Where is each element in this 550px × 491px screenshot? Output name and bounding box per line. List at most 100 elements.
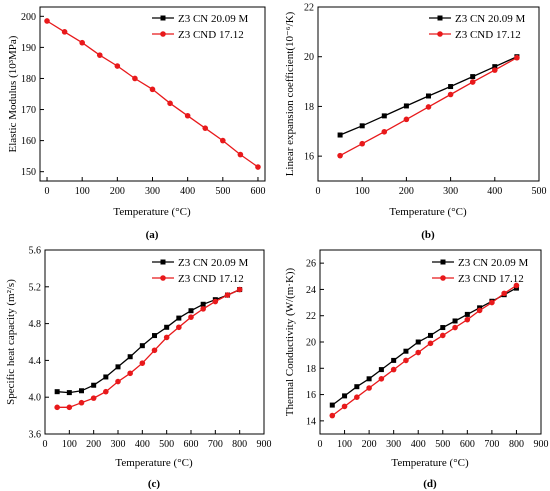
series-line-2 (332, 286, 516, 416)
data-point-circle (54, 405, 60, 411)
data-point-circle (465, 317, 471, 323)
data-point-circle (103, 389, 109, 395)
legend-marker-square (438, 16, 443, 21)
legend-label: Z3 CN 20.09 M (458, 257, 529, 269)
y-tick-label: 4.0 (29, 393, 42, 404)
legend-marker-square (161, 16, 166, 21)
y-tick-label: 3.6 (29, 430, 42, 441)
legend-label: Z3 CN 20.09 M (455, 13, 526, 25)
data-point-square (354, 384, 359, 389)
x-axis-label: Temperature (°C) (113, 206, 191, 218)
data-point-square (470, 74, 475, 79)
panel-a: 0 100 200 300 400 500 600 150 160 170 180 190 200 Z3… (7, 7, 265, 241)
data-point-circle (176, 324, 182, 330)
series-line-2 (47, 21, 258, 167)
legend-marker-square (441, 260, 446, 265)
data-point-circle (220, 138, 226, 144)
data-point-circle (337, 153, 343, 159)
legend-marker-circle (160, 275, 166, 281)
data-point-circle (152, 347, 158, 353)
data-point-square (382, 113, 387, 118)
data-point-square (453, 318, 458, 323)
x-tick-label: 600 (460, 439, 475, 450)
data-point-circle (404, 117, 410, 123)
data-point-circle (115, 379, 121, 385)
data-point-circle (44, 18, 50, 24)
x-tick-label: 700 (484, 439, 499, 450)
x-tick-label: 200 (86, 439, 101, 450)
x-tick-label: 300 (443, 186, 458, 197)
y-tick-label: 16 (306, 390, 316, 401)
y-tick-label: 190 (21, 43, 36, 54)
panel-label: (a) (146, 229, 159, 241)
panel-label: (d) (423, 478, 437, 490)
y-tick-label: 18 (304, 102, 314, 113)
x-tick-label: 900 (257, 439, 272, 450)
legend-label: Z3 CN 20.09 M (178, 13, 249, 25)
data-point-square (152, 333, 157, 338)
data-point-square (55, 389, 60, 394)
x-tick-label: 600 (184, 439, 199, 450)
panel-d: 0 100 200 300 400 500 600 700 800 900141618202224… (284, 250, 549, 490)
data-point-circle (188, 314, 194, 320)
data-point-square (91, 383, 96, 388)
x-tick-label: 100 (62, 439, 77, 450)
data-point-circle (115, 63, 121, 69)
data-point-circle (448, 92, 454, 98)
data-point-square (428, 333, 433, 338)
y-tick-label: 26 (306, 259, 316, 270)
y-tick-label: 5.6 (29, 246, 42, 257)
panel-b: 0 100 200 300 400 50016182022 Z3 CN 20.09 M Z… (284, 3, 547, 242)
data-point-square (403, 349, 408, 354)
x-tick-label: 800 (509, 439, 524, 450)
y-tick-label: 170 (21, 105, 36, 116)
data-point-circle (238, 152, 244, 158)
y-axis-label: Linear expansion coefficient(10⁻⁶/K) (284, 11, 296, 176)
x-tick-label: 800 (232, 439, 247, 450)
data-point-circle (91, 395, 97, 401)
data-point-square (189, 308, 194, 313)
data-point-square (128, 354, 133, 359)
data-point-circle (329, 413, 335, 419)
legend: Z3 CN 20.09 M Z3 CND 17.12 (152, 13, 249, 41)
data-point-circle (415, 350, 421, 356)
legend-label: Z3 CND 17.12 (178, 273, 244, 285)
x-tick-label: 500 (532, 186, 547, 197)
data-point-circle (391, 367, 397, 373)
data-point-circle (62, 29, 68, 35)
x-axis-label: Temperature (°C) (389, 206, 467, 218)
y-tick-label: 22 (304, 3, 314, 14)
data-point-circle (202, 125, 208, 131)
data-point-square (338, 133, 343, 138)
data-point-square (67, 390, 72, 395)
data-point-square (140, 343, 145, 348)
x-tick-label: 0 (318, 439, 323, 450)
y-tick-label: 16 (304, 152, 314, 163)
data-point-square (367, 376, 372, 381)
y-tick-label: 20 (304, 52, 314, 63)
y-axis-label: Thermal Conductivity (W/(m·K)) (284, 267, 296, 416)
x-tick-label: 400 (180, 186, 195, 197)
y-tick-label: 24 (306, 285, 316, 296)
data-point-circle (67, 405, 73, 411)
data-point-circle (127, 370, 133, 376)
data-point-square (164, 325, 169, 330)
data-point-circle (514, 55, 520, 61)
y-tick-label: 5.2 (29, 282, 42, 293)
legend-marker-circle (437, 31, 443, 37)
data-point-circle (342, 404, 348, 410)
data-point-circle (366, 385, 372, 391)
y-tick-label: 150 (21, 167, 36, 178)
legend: Z3 CN 20.09 M Z3 CND 17.12 (429, 13, 526, 41)
data-point-circle (132, 76, 138, 82)
data-point-square (440, 325, 445, 330)
x-tick-label: 600 (250, 186, 265, 197)
x-tick-label: 300 (145, 186, 160, 197)
data-point-circle (470, 79, 476, 85)
x-tick-label: 200 (110, 186, 125, 197)
data-point-circle (440, 333, 446, 339)
data-point-circle (382, 129, 388, 135)
x-tick-label: 400 (411, 439, 426, 450)
data-point-square (330, 403, 335, 408)
